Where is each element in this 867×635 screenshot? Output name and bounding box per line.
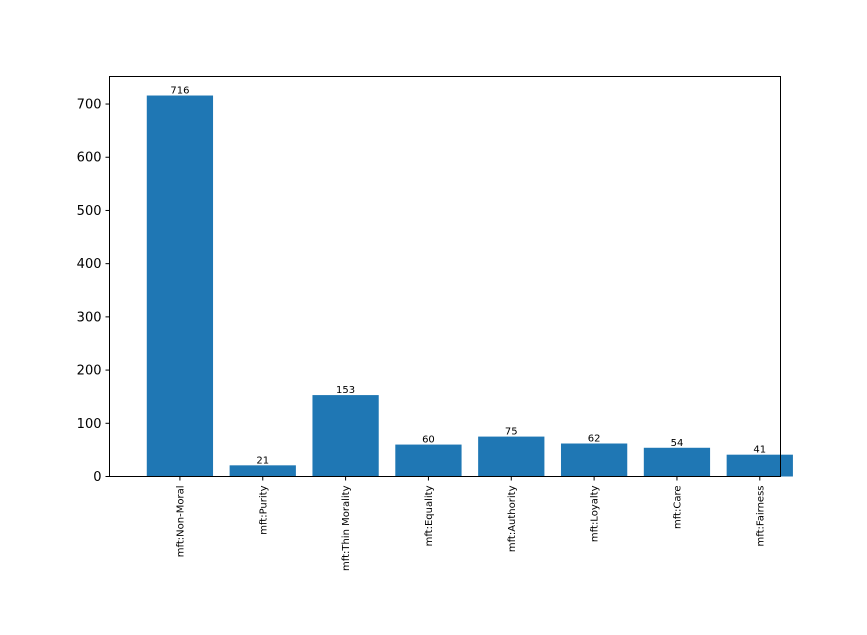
- data-label-7: 41: [753, 445, 766, 456]
- y-tick-label-3: 300: [77, 310, 102, 325]
- x-axis: mft:Non-Moral mft:Purity mft:Thin Morality…: [175, 476, 766, 571]
- y-axis: 0 100 200 300 400 500 600 700: [77, 98, 110, 485]
- bar-3: [395, 444, 462, 477]
- y-tick-label-7: 700: [77, 98, 102, 113]
- data-labels-group: 716 21 153 60 75 62 54 41: [170, 86, 766, 467]
- x-tick-label-1: mft:Purity: [258, 485, 269, 534]
- x-tick-label-4: mft:Authority: [507, 485, 518, 552]
- bar-1: [229, 465, 296, 477]
- bar-7: [726, 454, 793, 477]
- y-tick-label-2: 200: [77, 364, 102, 379]
- bar-6: [643, 447, 711, 477]
- y-tick-label-4: 400: [77, 257, 102, 272]
- bar-5: [560, 443, 628, 477]
- y-tick-label-1: 100: [77, 417, 102, 432]
- x-tick-label-5: mft:Loyalty: [590, 485, 601, 542]
- x-tick-label-0: mft:Non-Moral: [175, 486, 186, 558]
- data-label-2: 153: [336, 385, 355, 396]
- x-tick-label-3: mft:Equality: [424, 485, 435, 546]
- bar-0: [146, 95, 214, 477]
- bar-4: [478, 436, 545, 477]
- y-tick-label-5: 500: [77, 204, 102, 219]
- x-tick-label-2: mft:Thin Morality: [341, 485, 352, 571]
- bar-2: [312, 395, 379, 477]
- y-tick-label-0: 0: [93, 470, 101, 485]
- x-tick-label-7: mft:Fairness: [755, 486, 766, 547]
- plot-frame: [109, 76, 781, 477]
- data-label-6: 54: [671, 438, 684, 449]
- data-label-3: 60: [422, 435, 435, 446]
- data-label-4: 75: [505, 427, 518, 438]
- data-label-1: 21: [256, 455, 269, 466]
- data-label-0: 716: [170, 86, 189, 97]
- y-tick-label-6: 600: [77, 151, 102, 166]
- x-tick-label-6: mft:Care: [672, 486, 683, 530]
- data-label-5: 62: [588, 434, 601, 445]
- bars-group: [146, 95, 793, 477]
